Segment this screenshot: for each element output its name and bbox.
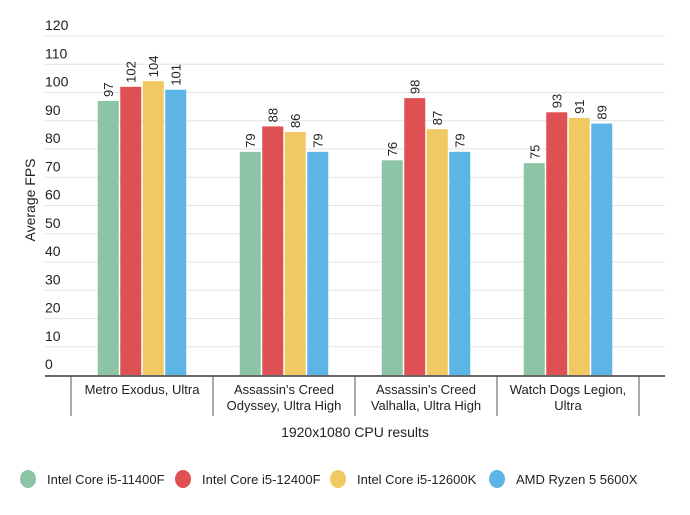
data-label: 93 <box>550 94 565 108</box>
y-tick-label: 50 <box>45 215 61 231</box>
bar <box>262 126 284 376</box>
data-label: 88 <box>266 108 281 122</box>
data-label: 75 <box>527 145 542 159</box>
legend-marker <box>20 470 36 488</box>
bar <box>523 163 545 375</box>
legend-marker <box>330 470 346 488</box>
bar <box>97 100 119 375</box>
bar <box>426 129 448 375</box>
y-tick-label: 0 <box>45 356 53 372</box>
y-tick-label: 120 <box>45 17 69 33</box>
data-label: 102 <box>124 61 139 83</box>
bars: 97 102 104 101 79 88 86 79 76 98 87 79 75 93 91 89 <box>97 55 613 376</box>
data-label: 91 <box>572 99 587 113</box>
x-tick-label: Assassin's Creed Valhalla, Ultra High <box>371 382 481 413</box>
x-axis-label: 1920x1080 CPU results <box>281 424 429 440</box>
bar <box>381 160 403 375</box>
y-tick-label: 70 <box>45 158 61 174</box>
y-tick-label: 30 <box>45 271 61 287</box>
y-tick-label: 40 <box>45 243 61 259</box>
data-label: 79 <box>453 133 468 147</box>
legend-marker <box>489 470 505 488</box>
data-label: 79 <box>243 133 258 147</box>
bar <box>120 86 142 375</box>
y-tick-label: 100 <box>45 74 69 90</box>
y-tick-label: 80 <box>45 130 61 146</box>
data-label: 98 <box>408 80 423 94</box>
bar <box>239 151 261 375</box>
y-tick-labels: 0 10 20 30 40 50 60 70 80 90 100 110 120 <box>45 17 69 372</box>
data-label: 86 <box>288 114 303 128</box>
y-tick-label: 90 <box>45 102 61 118</box>
bar <box>307 151 329 375</box>
bar <box>449 151 471 375</box>
legend-label: Intel Core i5-12400F <box>202 472 321 487</box>
legend-marker <box>175 470 191 488</box>
y-tick-label: 10 <box>45 328 61 344</box>
bar <box>546 112 568 376</box>
x-tick-label: Assassin's Creed Odyssey, Ultra High <box>227 382 342 413</box>
bar <box>404 98 426 376</box>
y-axis-label: Average FPS <box>22 158 38 241</box>
bar <box>591 123 613 375</box>
legend-label: AMD Ryzen 5 5600X <box>516 472 638 487</box>
legend-label: Intel Core i5-11400F <box>47 472 165 487</box>
x-tick-label: Watch Dogs Legion, Ultra <box>510 382 627 413</box>
data-label: 87 <box>430 111 445 125</box>
bar <box>284 132 306 375</box>
legend: Intel Core i5-11400F Intel Core i5-12400F… <box>20 470 638 488</box>
data-label: 79 <box>311 133 326 147</box>
data-label: 97 <box>101 83 116 97</box>
x-tick-label: Metro Exodus, Ultra <box>85 382 201 397</box>
data-label: 76 <box>385 142 400 156</box>
y-tick-label: 110 <box>45 45 68 61</box>
x-axis: Metro Exodus, Ultra Assassin's Creed Odyss… <box>45 375 665 416</box>
data-label: 89 <box>595 105 610 119</box>
data-label: 104 <box>146 55 161 77</box>
bar <box>142 81 164 375</box>
data-label: 101 <box>169 64 184 86</box>
y-tick-label: 20 <box>45 300 61 316</box>
legend-label: Intel Core i5-12600K <box>357 472 477 487</box>
y-tick-label: 60 <box>45 187 61 203</box>
bar <box>165 89 187 376</box>
bar <box>568 117 590 376</box>
